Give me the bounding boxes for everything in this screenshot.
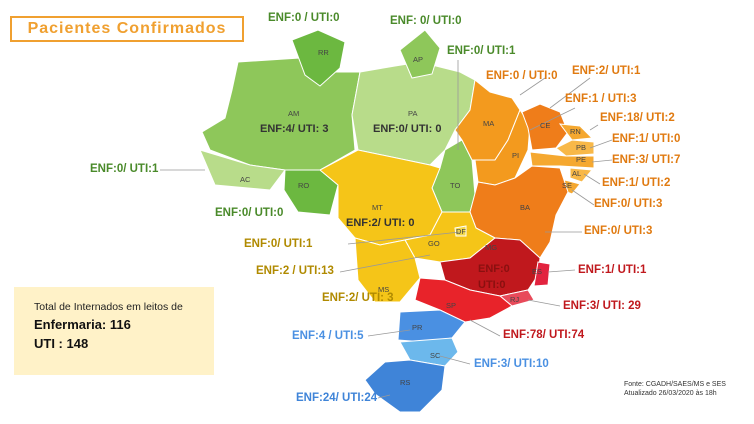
label-rj: ENF:3/ UTI: 29 bbox=[563, 300, 641, 312]
state-df[interactable] bbox=[454, 225, 467, 237]
label-al: ENF:1/ UTI:2 bbox=[602, 177, 671, 189]
abbr-pi: PI bbox=[512, 151, 519, 160]
label-pr: ENF:4 / UTI:5 bbox=[292, 330, 364, 342]
abbr-ms: MS bbox=[378, 285, 389, 294]
label-es: ENF:1/ UTI:1 bbox=[578, 264, 647, 276]
label-df: ENF:0/ UTI:1 bbox=[244, 238, 313, 250]
source-note: Fonte: CGADH/SAES/MS e SES Atualizado 26… bbox=[624, 380, 726, 398]
label-rn: ENF:18/ UTI:2 bbox=[600, 112, 675, 124]
abbr-rn: RN bbox=[570, 127, 581, 136]
summary-uti: UTI : 148 bbox=[34, 336, 89, 351]
abbr-to: TO bbox=[450, 181, 460, 190]
label-ms: ENF:2/ UTI: 3 bbox=[322, 292, 394, 304]
label-rs: ENF:24/ UTI:24 bbox=[296, 392, 378, 404]
abbr-rs: RS bbox=[400, 378, 410, 387]
state-es[interactable] bbox=[533, 261, 551, 287]
label-pi: ENF:1 / UTI:3 bbox=[565, 93, 637, 105]
abbr-ce: CE bbox=[540, 121, 550, 130]
count-mg-uti: UTI:0 bbox=[478, 279, 506, 291]
state-rs[interactable] bbox=[364, 359, 446, 413]
label-ma: ENF:0 / UTI:0 bbox=[486, 70, 558, 82]
state-rn[interactable] bbox=[558, 123, 594, 141]
label-pb: ENF:1/ UTI:0 bbox=[612, 133, 681, 145]
leader-lines bbox=[160, 60, 613, 399]
abbr-ba: BA bbox=[520, 203, 530, 212]
abbr-se: SE bbox=[562, 181, 572, 190]
label-se: ENF:0/ UTI:3 bbox=[594, 198, 663, 210]
state-am[interactable] bbox=[201, 57, 361, 171]
label-rr: ENF:0 / UTI:0 bbox=[268, 12, 340, 24]
label-sp: ENF:78/ UTI:74 bbox=[503, 329, 585, 341]
state-abbreviations: RR AP AM PA MA CE RN PB PE AL SE PI TO B… bbox=[240, 48, 586, 387]
label-go: ENF:2 / UTI:13 bbox=[256, 265, 334, 277]
count-am: ENF:4/ UTI: 3 bbox=[260, 123, 328, 135]
source-line: Fonte: CGADH/SAES/MS e SES bbox=[624, 381, 726, 388]
label-ce: ENF:2/ UTI:1 bbox=[572, 65, 641, 77]
state-pb[interactable] bbox=[555, 139, 595, 157]
state-al[interactable] bbox=[569, 167, 593, 183]
abbr-ma: MA bbox=[483, 119, 494, 128]
state-sp[interactable] bbox=[414, 277, 513, 323]
abbr-go: GO bbox=[428, 239, 440, 248]
abbr-sc: SC bbox=[430, 351, 441, 360]
label-ap: ENF: 0/ UTI:0 bbox=[390, 15, 462, 27]
label-pe: ENF:3/ UTI:7 bbox=[612, 154, 681, 166]
map-title: Pacientes Confirmados bbox=[10, 16, 244, 42]
abbr-rj: RJ bbox=[510, 295, 519, 304]
abbr-rr: RR bbox=[318, 48, 329, 57]
label-ba: ENF:0/ UTI:3 bbox=[584, 225, 653, 237]
summary-caption: Total de Internados em leitos de bbox=[34, 301, 183, 313]
summary-enfermaria: Enfermaria: 116 bbox=[34, 317, 131, 332]
abbr-am: AM bbox=[288, 109, 299, 118]
label-sc: ENF:3/ UTI:10 bbox=[474, 358, 549, 370]
abbr-ap: AP bbox=[413, 55, 423, 64]
abbr-pa: PA bbox=[408, 109, 417, 118]
abbr-pr: PR bbox=[412, 323, 423, 332]
abbr-sp: SP bbox=[446, 301, 456, 310]
state-ac[interactable] bbox=[199, 149, 286, 191]
label-to: ENF:0/ UTI:1 bbox=[447, 45, 516, 57]
count-pa: ENF:0/ UTI: 0 bbox=[373, 123, 441, 135]
state-rr[interactable] bbox=[291, 29, 346, 87]
summary-box: Total de Internados em leitos de Enferma… bbox=[14, 287, 214, 375]
abbr-pb: PB bbox=[576, 143, 586, 152]
abbr-pe: PE bbox=[576, 155, 586, 164]
state-ce[interactable] bbox=[521, 103, 569, 151]
state-mt[interactable] bbox=[319, 149, 443, 246]
abbr-es: ES bbox=[532, 267, 542, 276]
abbr-df: DF bbox=[456, 227, 466, 236]
abbr-al: AL bbox=[572, 169, 581, 178]
abbr-mt: MT bbox=[372, 203, 383, 212]
count-mg-enf: ENF:0 bbox=[478, 263, 510, 275]
updated-line: Atualizado 26/03/2020 às 18h bbox=[624, 390, 717, 397]
label-ro: ENF:0/ UTI:0 bbox=[215, 207, 284, 219]
abbr-ac: AC bbox=[240, 175, 251, 184]
abbr-ro: RO bbox=[298, 181, 309, 190]
abbr-mg: MG bbox=[485, 243, 497, 252]
count-mt: ENF:2/ UTI: 0 bbox=[346, 217, 414, 229]
label-ac: ENF:0/ UTI:1 bbox=[90, 163, 159, 175]
state-ap[interactable] bbox=[399, 29, 441, 79]
